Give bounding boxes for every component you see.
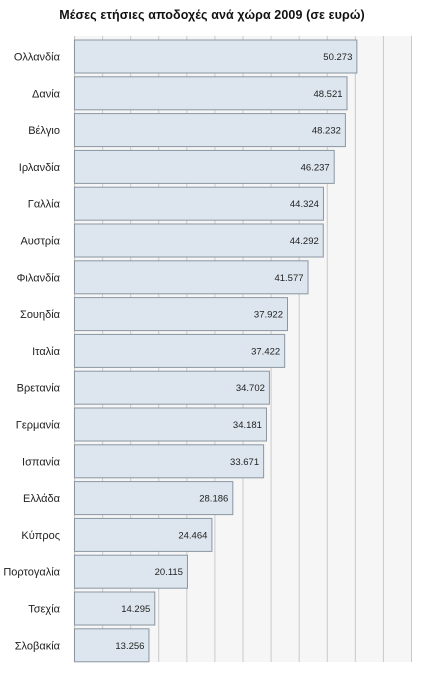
value-label: 37.922 <box>254 310 283 321</box>
bar <box>74 186 324 221</box>
value-label: 37.422 <box>251 346 280 357</box>
bars <box>74 39 358 663</box>
category-label: Ελλάδα <box>23 493 61 505</box>
bar <box>74 407 267 442</box>
value-label: 33.671 <box>230 457 259 468</box>
value-label: 48.232 <box>312 126 341 137</box>
category-label: Ισπανία <box>22 456 61 468</box>
bar <box>74 39 358 74</box>
category-label: Κύπρος <box>21 530 60 542</box>
bar <box>74 591 156 626</box>
value-label: 24.464 <box>178 530 207 541</box>
category-label: Βρετανία <box>17 383 61 395</box>
category-label: Φιλανδία <box>17 272 61 284</box>
value-label: 48.521 <box>313 89 342 100</box>
category-label: Βέλγιο <box>28 125 60 137</box>
value-label: 46.237 <box>301 162 330 173</box>
chart-title: Μέσες ετήσιες αποδοχές ανά χώρα 2009 (σε… <box>59 8 365 22</box>
bar <box>74 223 324 258</box>
category-label: Γαλλία <box>28 199 61 211</box>
category-label: Ιρλανδία <box>19 162 61 174</box>
value-label: 14.295 <box>121 604 150 615</box>
value-label: 20.115 <box>155 567 183 578</box>
bar <box>74 628 150 663</box>
category-label: Γερμανία <box>16 420 61 432</box>
bar <box>74 76 348 111</box>
category-label: Αυστρία <box>20 236 60 248</box>
bar <box>74 370 270 405</box>
value-label: 34.702 <box>236 383 265 394</box>
value-label: 28.186 <box>199 494 228 505</box>
bar <box>74 113 346 148</box>
bar <box>74 149 335 184</box>
category-labels: Ολλανδία Δανία Βέλγιο Ιρλανδία Γαλλία Αυστρία… <box>3 52 60 653</box>
category-label: Τσεχία <box>28 604 60 616</box>
category-label: Δανία <box>32 88 61 100</box>
bar <box>74 297 288 332</box>
category-label: Ολλανδία <box>14 52 61 64</box>
category-label: Ιταλία <box>32 346 61 358</box>
value-label: 13.256 <box>115 641 144 652</box>
bar <box>74 481 234 516</box>
value-labels: 50.273 48.521 48.232 46.237 44.324 44.292 41.5… <box>115 52 352 652</box>
category-label: Σλοβακία <box>15 640 61 652</box>
value-label: 50.273 <box>323 52 352 63</box>
bar <box>74 333 286 368</box>
value-label: 34.181 <box>233 420 262 431</box>
bar <box>74 444 265 479</box>
bar <box>74 260 309 295</box>
category-label: Σουηδία <box>20 309 61 321</box>
category-label: Πορτογαλία <box>3 567 60 579</box>
bar <box>74 554 188 589</box>
bar <box>74 517 213 552</box>
value-label: 44.324 <box>290 199 319 210</box>
value-label: 44.292 <box>290 236 319 247</box>
value-label: 41.577 <box>274 273 303 284</box>
